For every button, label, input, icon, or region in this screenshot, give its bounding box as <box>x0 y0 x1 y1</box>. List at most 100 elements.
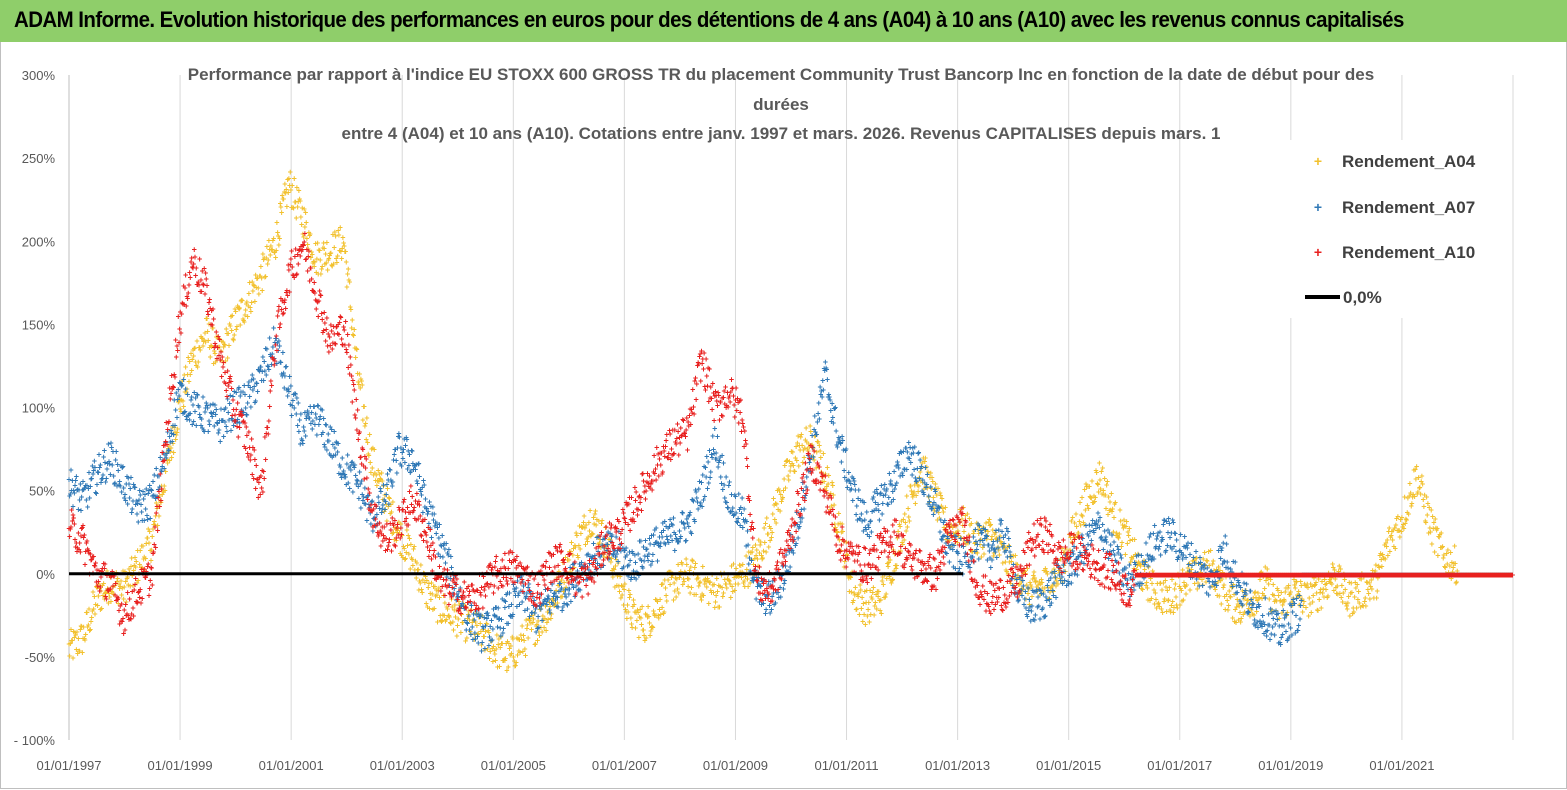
data-point: + <box>1309 607 1314 617</box>
data-point: + <box>177 394 182 404</box>
data-point: + <box>76 634 81 644</box>
data-point: + <box>159 484 164 494</box>
data-point: + <box>248 306 253 316</box>
data-point: + <box>715 432 720 442</box>
data-point: + <box>145 533 150 543</box>
data-point: + <box>226 340 231 350</box>
data-point: + <box>167 455 172 465</box>
data-point: + <box>404 435 409 445</box>
data-point: + <box>137 560 142 570</box>
data-point: + <box>173 435 178 445</box>
data-point: + <box>200 341 205 351</box>
data-point: + <box>1100 463 1105 473</box>
data-point: + <box>102 559 107 569</box>
y-tick-label: 200% <box>22 234 56 249</box>
data-point: + <box>355 405 360 415</box>
data-point: + <box>142 552 147 562</box>
data-point: + <box>354 345 359 355</box>
data-point: + <box>130 580 135 590</box>
data-point: + <box>80 521 85 531</box>
data-point: + <box>833 403 838 413</box>
y-tick-label: 50% <box>29 484 55 499</box>
data-point: + <box>114 447 119 457</box>
data-point: + <box>122 567 127 577</box>
data-point: + <box>155 525 160 535</box>
data-point: + <box>146 524 151 534</box>
data-point: + <box>354 395 359 405</box>
data-point: + <box>163 467 168 477</box>
data-point: + <box>269 381 274 391</box>
data-point: + <box>1375 586 1380 596</box>
data-point: + <box>75 648 80 658</box>
data-point: + <box>104 586 109 596</box>
data-point: + <box>1356 587 1361 597</box>
data-point: + <box>343 247 348 257</box>
data-point: + <box>111 590 116 600</box>
data-point: + <box>224 329 229 339</box>
data-point: + <box>169 453 174 463</box>
data-point: + <box>255 387 260 397</box>
data-point: + <box>118 581 123 591</box>
data-point: + <box>149 563 154 573</box>
data-point: + <box>1069 578 1074 588</box>
data-point: + <box>99 603 104 613</box>
data-point: + <box>198 332 203 342</box>
data-point: + <box>132 561 137 571</box>
data-point: + <box>182 387 187 397</box>
data-point: + <box>103 587 108 597</box>
data-point: + <box>96 579 101 589</box>
data-point: + <box>171 448 176 458</box>
data-point: + <box>217 342 222 352</box>
data-point: + <box>178 407 183 417</box>
data-point: + <box>76 646 81 656</box>
data-point: + <box>1452 541 1457 551</box>
data-point: + <box>131 565 136 575</box>
data-point: + <box>176 391 181 401</box>
data-point: + <box>869 527 874 537</box>
data-point: + <box>769 528 774 538</box>
data-point: + <box>976 554 981 564</box>
x-tick-label: 01/01/2009 <box>703 758 768 773</box>
data-point: + <box>189 366 194 376</box>
data-point: + <box>170 438 175 448</box>
data-point: + <box>225 353 230 363</box>
data-point: + <box>332 427 337 437</box>
data-point: + <box>1132 535 1137 545</box>
data-point: + <box>360 380 365 390</box>
data-point: + <box>830 480 835 490</box>
data-point: + <box>814 429 819 439</box>
data-point: + <box>131 611 136 621</box>
data-point: + <box>150 580 155 590</box>
y-tick-label: -50% <box>25 650 56 665</box>
data-point: + <box>372 445 377 455</box>
data-point: + <box>210 323 215 333</box>
data-point: + <box>116 599 121 609</box>
data-point: + <box>138 563 143 573</box>
data-point: + <box>236 432 241 442</box>
data-point: + <box>1284 610 1289 620</box>
data-point: + <box>162 481 167 491</box>
data-point: + <box>122 625 127 635</box>
data-point: + <box>374 501 379 511</box>
data-point: + <box>93 599 98 609</box>
data-point: + <box>83 630 88 640</box>
data-point: + <box>158 497 163 507</box>
data-point: + <box>226 329 231 339</box>
data-point: + <box>176 396 181 406</box>
data-point: + <box>94 488 99 498</box>
data-point: + <box>221 342 226 352</box>
data-point: + <box>253 396 258 406</box>
data-point: + <box>211 359 216 369</box>
data-point: + <box>348 304 353 314</box>
data-point: + <box>1053 593 1058 603</box>
data-point: + <box>333 339 338 349</box>
data-point: + <box>94 582 99 592</box>
data-point: + <box>199 333 204 343</box>
data-point: + <box>925 469 930 479</box>
data-point: + <box>166 441 171 451</box>
data-point: + <box>773 518 778 528</box>
data-point: + <box>153 511 158 521</box>
data-point: + <box>87 626 92 636</box>
data-point: + <box>196 357 201 367</box>
data-point: + <box>86 620 91 630</box>
